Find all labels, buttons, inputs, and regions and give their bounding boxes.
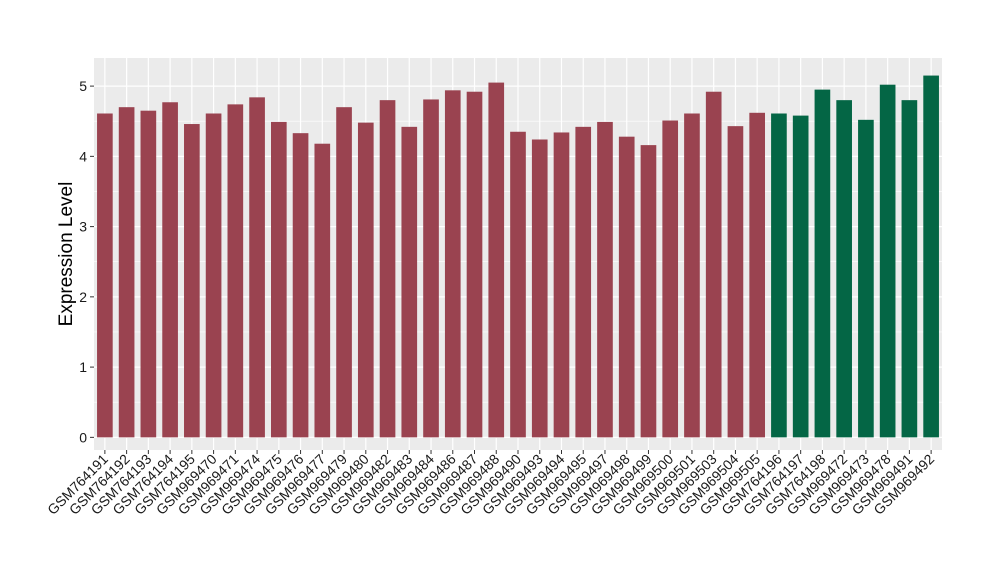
- bar-GSM969504: [727, 126, 744, 438]
- bar-GSM969488: [488, 82, 505, 438]
- bar-GSM969494: [553, 132, 570, 438]
- bar-GSM969491: [901, 100, 918, 438]
- bar-GSM969503: [705, 91, 722, 438]
- bar-GSM969480: [357, 122, 374, 438]
- bar-GSM969501: [684, 113, 700, 438]
- bar-GSM764192: [118, 107, 135, 438]
- y-tick-label: 4: [79, 148, 87, 164]
- bar-GSM969484: [423, 99, 439, 438]
- bar-GSM969474: [249, 97, 265, 438]
- bar-GSM969483: [401, 126, 418, 438]
- y-tick-label: 0: [79, 429, 87, 445]
- y-tick-label: 2: [79, 289, 87, 305]
- bar-GSM764197: [792, 115, 809, 438]
- y-axis-title: Expression Level: [56, 182, 77, 327]
- bar-GSM969499: [640, 145, 657, 438]
- y-axis: 0 1 2 3 4 5: [79, 78, 94, 445]
- bar-GSM969479: [336, 107, 352, 438]
- y-tick-label: 5: [79, 78, 87, 94]
- bar-GSM764196: [771, 113, 787, 438]
- bar-GSM969498: [618, 136, 635, 438]
- bar-GSM969497: [597, 121, 613, 438]
- bar-GSM764194: [162, 102, 178, 438]
- bar-GSM969477: [314, 143, 331, 438]
- bar-GSM764193: [140, 110, 157, 438]
- bar-GSM969482: [379, 100, 396, 438]
- bar-GSM969505: [749, 112, 766, 438]
- bar-GSM969500: [662, 120, 679, 438]
- bar-GSM969490: [510, 131, 526, 438]
- y-tick-label: 3: [79, 219, 87, 235]
- y-tick-label: 1: [79, 359, 87, 375]
- bar-GSM969487: [466, 91, 483, 438]
- bar-GSM764191: [97, 113, 113, 438]
- bars: [97, 75, 939, 438]
- bar-GSM764198: [814, 89, 831, 438]
- bar-GSM969472: [836, 100, 852, 438]
- bar-GSM764195: [184, 124, 200, 438]
- bar-GSM969492: [923, 75, 939, 438]
- bar-GSM969493: [531, 139, 548, 438]
- bar-GSM969470: [205, 113, 222, 438]
- bar-GSM969475: [270, 121, 287, 438]
- bar-GSM969478: [879, 84, 896, 438]
- bar-GSM969473: [858, 119, 874, 438]
- bar-GSM969495: [575, 126, 592, 438]
- bar-GSM969476: [292, 133, 309, 438]
- bar-GSM969486: [444, 90, 461, 438]
- x-axis: GSM764191GSM764192GSM764193GSM764194GSM7…: [44, 450, 937, 518]
- bar-GSM969471: [227, 104, 244, 438]
